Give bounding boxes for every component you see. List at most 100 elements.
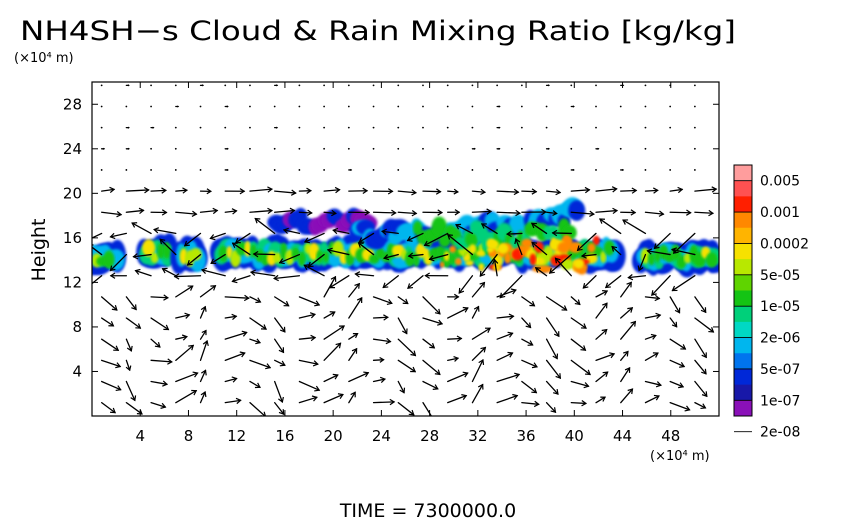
wind-vector	[694, 188, 717, 192]
vector-dot	[520, 105, 523, 108]
vector-dot	[619, 105, 622, 108]
wind-vector	[570, 296, 581, 306]
wind-vector-head	[152, 126, 155, 129]
wind-vector	[638, 253, 647, 272]
wind-vector	[235, 232, 251, 244]
vector-dot	[496, 84, 499, 87]
cloud-core-cell	[560, 258, 574, 271]
x-tick-label: 36	[517, 427, 536, 445]
wind-vector-head	[200, 391, 207, 398]
wind-vector	[298, 296, 320, 306]
cloud-cell	[465, 231, 479, 248]
wind-vector-head	[572, 105, 575, 108]
wind-vector	[651, 275, 671, 296]
wind-vector-head	[434, 308, 441, 315]
wind-vector-head	[411, 210, 418, 217]
wind-vector	[383, 253, 399, 259]
wind-vector	[545, 211, 558, 215]
wind-vector-head	[357, 242, 364, 248]
wind-vector-head	[478, 358, 485, 366]
cloud-core-cell	[465, 260, 474, 266]
wind-vector-head	[349, 168, 353, 172]
wind-vector	[100, 359, 121, 368]
wind-vector-head	[462, 306, 469, 313]
wind-vector	[644, 334, 657, 340]
cloud-cell	[603, 240, 615, 256]
colorbar-swatch	[734, 196, 752, 213]
wind-vector-head	[553, 331, 560, 338]
wind-vector	[199, 285, 217, 298]
wind-vector-head	[533, 400, 540, 408]
wind-vector-head	[437, 209, 444, 216]
x-tick-label: 28	[420, 427, 439, 445]
cloud-core-cell	[497, 243, 509, 254]
wind-vector-head	[337, 393, 344, 400]
wind-vector-head	[306, 187, 312, 195]
wind-vector	[496, 190, 519, 193]
wind-vector	[224, 315, 237, 319]
wind-vector-head	[161, 209, 168, 216]
colorbar-swatch	[734, 274, 752, 291]
vector-dot	[693, 105, 696, 108]
colorbar-swatch	[734, 290, 752, 307]
wind-vector	[397, 401, 415, 416]
time-label: TIME = 7300000.0	[339, 500, 516, 519]
wind-vector	[570, 317, 587, 329]
wind-vector	[175, 211, 198, 215]
wind-vector-head	[109, 265, 116, 272]
wind-vector	[125, 189, 150, 192]
wind-vector	[372, 211, 397, 214]
wind-vector-head	[330, 275, 337, 282]
wind-vector-head	[231, 376, 238, 383]
wind-vector-head	[226, 147, 229, 150]
wind-vector	[397, 190, 417, 194]
y-unit-label: (×10⁴ m)	[14, 51, 74, 66]
vector-dot	[446, 84, 449, 87]
wind-vector	[595, 209, 618, 213]
wind-vector	[669, 188, 683, 192]
wind-vector	[653, 232, 671, 250]
wind-vector-head	[176, 105, 180, 108]
wind-vector	[298, 396, 318, 404]
wind-vector	[348, 372, 369, 383]
wind-vector-head	[255, 338, 261, 345]
x-tick-label: 16	[275, 427, 294, 445]
wind-vector-head	[480, 346, 487, 353]
wind-vector	[620, 320, 637, 340]
wind-vector	[620, 367, 631, 383]
wind-vector	[224, 296, 250, 299]
wind-vector-head	[252, 250, 259, 258]
wind-vector-head	[362, 187, 369, 195]
wind-vector-head	[580, 345, 587, 351]
wind-vector-head	[453, 355, 460, 362]
wind-vector-head	[572, 168, 575, 172]
wind-vector	[521, 359, 538, 368]
wind-vector-head	[379, 357, 385, 363]
wind-vector	[348, 297, 363, 319]
cloud-cell	[244, 240, 251, 257]
wind-vector-head	[239, 188, 246, 195]
wind-vector-head	[163, 324, 170, 331]
y-tick-label: 12	[63, 273, 82, 291]
wind-vector	[348, 391, 356, 404]
wind-vector	[471, 359, 484, 383]
wind-vector-head	[677, 186, 684, 194]
wind-vector	[423, 232, 449, 246]
vector-dot	[520, 84, 523, 87]
wind-vector-head	[310, 334, 317, 342]
wind-vector-head	[411, 189, 417, 196]
wind-vector	[274, 359, 286, 366]
wind-vector-head	[700, 307, 707, 314]
wind-vector-head	[212, 207, 219, 215]
wind-vector	[471, 190, 486, 193]
wind-vector-head	[627, 388, 634, 395]
vector-dot	[100, 84, 103, 87]
wind-vector	[283, 229, 301, 235]
wind-vector-head	[131, 222, 138, 228]
wind-vector-head	[431, 417, 436, 422]
wind-vector-head	[332, 373, 339, 380]
cloud-core-cell	[592, 235, 600, 246]
cloud-core-cell	[532, 265, 546, 273]
x-tick-label: 44	[613, 427, 632, 445]
wind-vector-head	[289, 207, 296, 215]
